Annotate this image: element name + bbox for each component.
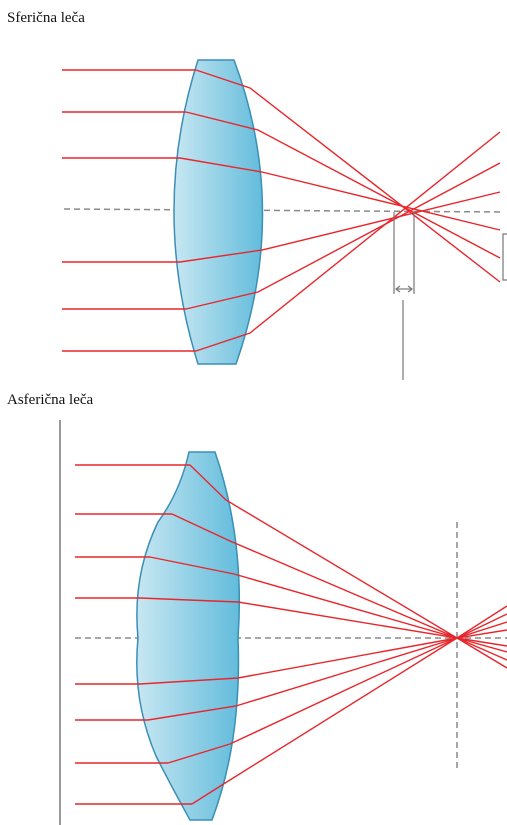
aspherical-lens-diagram	[59, 420, 507, 825]
spherical-lens-title: Sferična leča	[7, 10, 85, 26]
spherical-focus-spread-marker	[393, 212, 415, 380]
aspherical-ray-out	[147, 621, 507, 721]
aspherical-ray-out	[189, 464, 507, 669]
spherical-refracted-rays	[179, 69, 501, 352]
aspherical-refracted-rays	[139, 464, 507, 805]
aspherical-lens	[136, 451, 241, 821]
spherical-ray-out	[195, 69, 501, 283]
aspherical-lens-title: Asferična leča	[7, 392, 94, 408]
aspherical-ray-out	[139, 597, 507, 647]
aspherical-ray-out	[191, 605, 507, 805]
aspherical-ray-out	[139, 629, 507, 685]
aspherical-ray-out	[167, 613, 507, 764]
spherical-ray-out	[195, 131, 501, 352]
spherical-ray-out	[179, 191, 501, 263]
spherical-ray-out	[185, 111, 501, 259]
aspherical-incoming-rays	[75, 464, 192, 805]
aspherical-ray-out	[149, 556, 507, 653]
spherical-incoming-rays	[62, 69, 196, 352]
aspherical-ray-out	[171, 513, 507, 661]
spherical-optical-axis	[63, 208, 505, 213]
spherical-ray-out	[185, 162, 501, 310]
spherical-edge-bracket	[502, 233, 507, 281]
spherical-lens	[173, 59, 264, 365]
spherical-lens-diagram	[62, 59, 507, 380]
